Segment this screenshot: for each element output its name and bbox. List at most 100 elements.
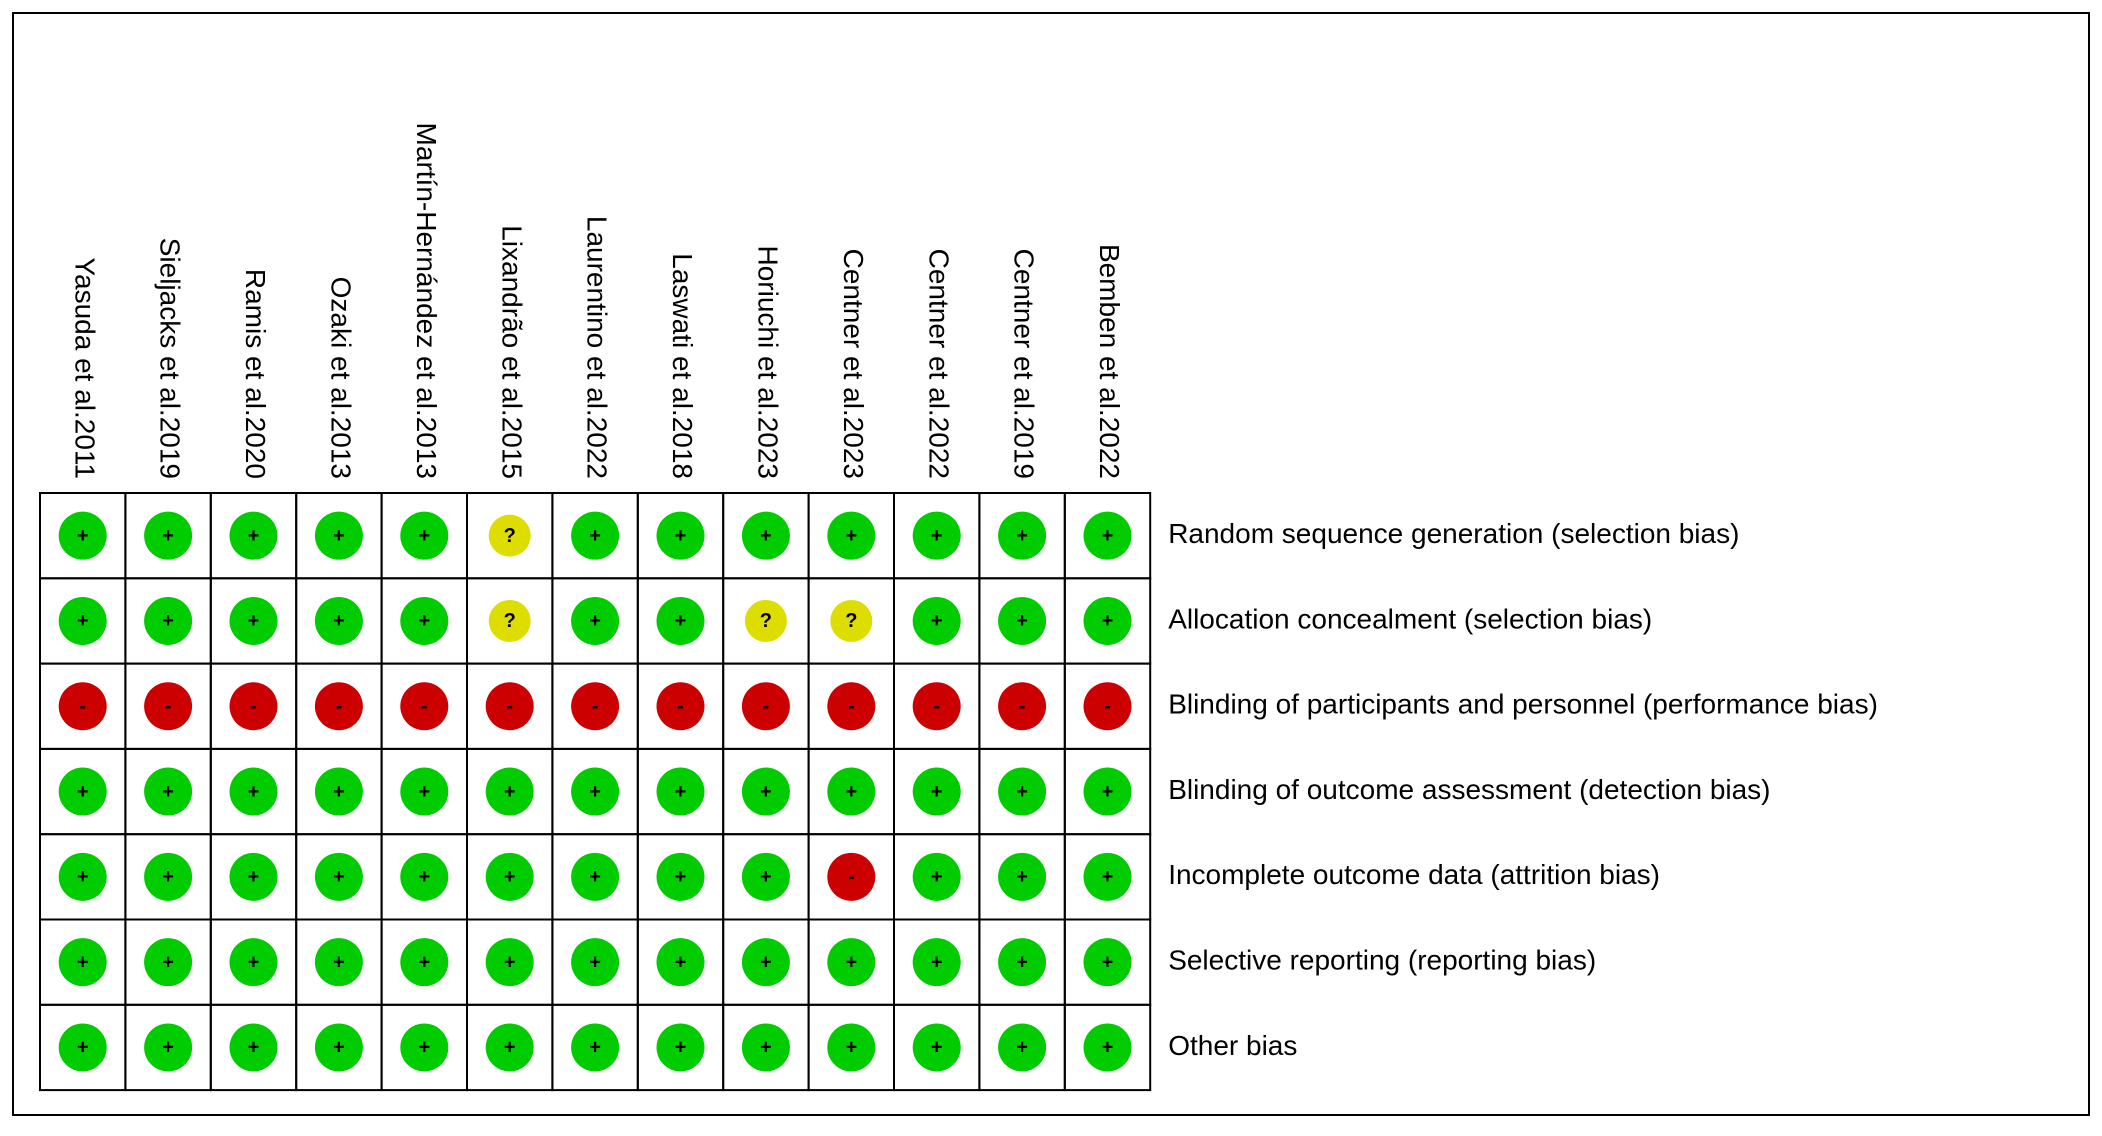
judgement-dot (998, 511, 1047, 560)
judgement-symbol: + (845, 951, 857, 973)
judgement-symbol: + (162, 1037, 174, 1059)
judgement-dot (656, 852, 705, 901)
cell (1063, 1003, 1152, 1092)
judgement-dot (229, 511, 278, 560)
judgement-symbol: + (162, 866, 174, 888)
judgement-dot (912, 596, 961, 645)
judgement-dot (656, 767, 705, 816)
judgement-symbol: + (589, 951, 601, 973)
study-label: Sieljacks et al.2019 (155, 238, 186, 479)
judgement-symbol: + (589, 1037, 601, 1059)
judgement-symbol: + (248, 951, 260, 973)
judgement-symbol: + (1102, 1037, 1114, 1059)
study-label: Yasuda et al.2011 (69, 257, 100, 479)
judgement-dot (58, 767, 107, 816)
judgement-dot (1083, 511, 1132, 560)
judgement-dot (912, 938, 961, 987)
study-label: Lixandrão et al.2015 (496, 225, 527, 479)
judgement-dot (144, 767, 193, 816)
judgement-symbol: - (165, 696, 172, 718)
judgement-symbol: + (760, 525, 772, 547)
judgement-symbol: - (506, 696, 513, 718)
judgement-symbol: + (589, 866, 601, 888)
judgement-dot (656, 938, 705, 987)
judgement-symbol: - (336, 696, 343, 718)
judgement-symbol: - (421, 696, 428, 718)
judgement-symbol: - (677, 696, 684, 718)
judgement-dot (144, 1023, 193, 1072)
judgement-symbol: + (333, 781, 345, 803)
judgement-dot (741, 682, 790, 731)
judgement-symbol: ? (760, 610, 772, 632)
judgement-symbol: + (1102, 610, 1114, 632)
judgement-dot (314, 852, 363, 901)
judgement-symbol: + (77, 610, 89, 632)
judgement-symbol: ? (504, 525, 516, 547)
judgement-symbol: + (418, 866, 430, 888)
judgement-symbol: + (931, 610, 943, 632)
judgement-dot (58, 938, 107, 987)
judgement-dot (912, 852, 961, 901)
judgement-symbol: + (675, 1037, 687, 1059)
judgement-symbol: + (931, 525, 943, 547)
judgement-symbol: + (1102, 866, 1114, 888)
judgement-symbol: + (1016, 610, 1028, 632)
judgement-dot (571, 596, 620, 645)
judgement-symbol: + (418, 951, 430, 973)
judgement-dot (998, 596, 1047, 645)
judgement-symbol: + (418, 525, 430, 547)
judgement-dot (571, 1023, 620, 1072)
judgement-dot (571, 938, 620, 987)
judgement-symbol: + (1016, 781, 1028, 803)
judgement-dot (144, 852, 193, 901)
frame (12, 12, 2090, 1116)
judgement-symbol: + (77, 525, 89, 547)
judgement-symbol: + (77, 951, 89, 973)
judgement-symbol: + (1102, 525, 1114, 547)
judgement-symbol: + (931, 866, 943, 888)
judgement-dot (485, 682, 534, 731)
judgement-dot (1083, 1023, 1132, 1072)
judgement-symbol: + (248, 1037, 260, 1059)
judgement-dot (827, 511, 876, 560)
judgement-symbol: + (333, 866, 345, 888)
judgement-symbol: - (1104, 696, 1111, 718)
judgement-symbol: + (504, 866, 516, 888)
judgement-dot (741, 767, 790, 816)
judgement-symbol: + (1016, 1037, 1028, 1059)
judgement-symbol: + (248, 610, 260, 632)
judgement-dot (656, 1023, 705, 1072)
judgement-dot (58, 852, 107, 901)
judgement-dot (998, 682, 1047, 731)
judgement-symbol: + (77, 1037, 89, 1059)
judgement-symbol: + (248, 525, 260, 547)
judgement-symbol: - (79, 696, 86, 718)
judgement-dot (488, 514, 531, 557)
judgement-symbol: - (848, 696, 855, 718)
judgement-dot (1083, 682, 1132, 731)
judgement-symbol: + (931, 951, 943, 973)
judgement-symbol: + (760, 781, 772, 803)
judgement-dot (571, 767, 620, 816)
study-label: Bemben et al.2022 (1094, 244, 1125, 479)
judgement-symbol: - (250, 696, 257, 718)
judgement-symbol: + (504, 1037, 516, 1059)
study-label: Horiuchi et al.2023 (753, 246, 784, 479)
judgement-dot (571, 682, 620, 731)
judgement-symbol: + (418, 781, 430, 803)
judgement-symbol: + (1102, 781, 1114, 803)
study-label: Ozaki et al.2013 (326, 277, 357, 479)
judgement-symbol: + (675, 866, 687, 888)
study-label: Laurentino et al.2022 (582, 216, 613, 479)
judgement-dot (744, 599, 787, 642)
judgement-dot (1083, 852, 1132, 901)
study-label: Laswati et al.2018 (667, 253, 698, 479)
judgement-symbol: + (504, 951, 516, 973)
judgement-symbol: + (845, 1037, 857, 1059)
judgement-dot (488, 599, 531, 642)
judgement-dot (58, 596, 107, 645)
judgement-symbol: + (162, 951, 174, 973)
judgement-symbol: + (760, 951, 772, 973)
judgement-dot (827, 1023, 876, 1072)
judgement-dot (314, 1023, 363, 1072)
